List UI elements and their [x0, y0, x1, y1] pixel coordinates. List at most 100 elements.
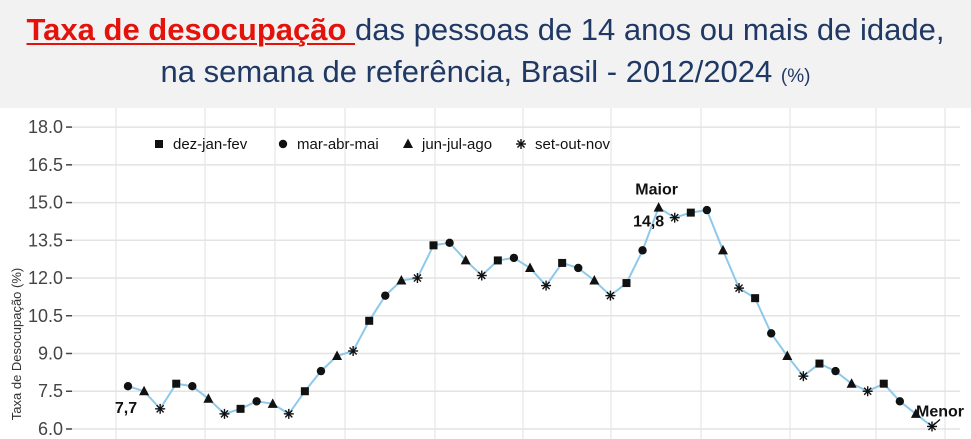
series-markers [123, 202, 937, 432]
data-point [445, 238, 454, 248]
data-point [751, 294, 760, 303]
data-point [702, 205, 712, 215]
data-point [236, 404, 245, 413]
data-point [782, 350, 793, 361]
annotation-label: 14,8 [633, 214, 664, 231]
asterisk-stroke [863, 387, 872, 396]
annotation-label: Menor [916, 403, 964, 420]
y-tick-label: 18.0 [28, 117, 63, 137]
data-point [300, 387, 309, 396]
chart-title-unit: (%) [780, 66, 811, 87]
chart-subtitle: na semana de referência, Brasil - 2012/2… [160, 54, 773, 89]
data-point [895, 397, 905, 406]
data-point [862, 386, 873, 397]
asterisk-stroke [220, 409, 229, 418]
y-axis-ticks: 6.0 7.5 9.0 10.5 12.0 13.5 15.0 16.5 18.0 [28, 117, 72, 439]
data-point [188, 382, 197, 391]
legend: dez-jan-fev mar-abr-mai jun-jul-ago set-out… [155, 136, 611, 153]
data-point [348, 345, 359, 356]
annotation-pointer [932, 418, 941, 426]
chart-title-line-2: na semana de referência, Brasil - 2012/2… [0, 54, 971, 90]
data-point [605, 290, 616, 301]
data-point [767, 329, 776, 338]
data-point [686, 208, 695, 217]
asterisk-stroke [516, 139, 526, 149]
data-point [316, 366, 326, 376]
data-point [558, 258, 567, 267]
y-tick-label: 6.0 [38, 419, 63, 439]
data-point [429, 241, 438, 250]
data-point [574, 263, 583, 273]
annotation-label: Maior [635, 182, 678, 199]
asterisk-stroke [349, 346, 358, 356]
legend-marker [278, 139, 288, 149]
data-point [653, 202, 664, 212]
legend-label: mar-abr-mai [297, 136, 379, 153]
data-point [717, 244, 728, 255]
chart-area: 6.0 7.5 9.0 10.5 12.0 13.5 15.0 16.5 18.0 Taxa d… [0, 108, 971, 439]
line-chart: 6.0 7.5 9.0 10.5 12.0 13.5 15.0 16.5 18.0 Taxa d… [9, 108, 964, 439]
y-tick-label: 16.5 [28, 155, 63, 175]
data-point [219, 408, 230, 419]
chart-title-line-1: Taxa de desocupação das pessoas de 14 an… [0, 12, 971, 48]
asterisk-stroke [735, 284, 744, 293]
legend-label: set-out-nov [535, 136, 611, 153]
annotation-label: 7,7 [115, 400, 137, 417]
data-point [734, 283, 745, 294]
y-tick-label: 13.5 [28, 230, 63, 250]
data-point [139, 385, 150, 396]
data-point [460, 254, 471, 265]
legend-label: dez-jan-fev [173, 136, 248, 153]
data-point [879, 379, 888, 388]
data-point [910, 408, 921, 418]
legend-marker [155, 140, 163, 148]
data-point [172, 379, 181, 388]
data-point [396, 275, 407, 285]
y-axis-title: Taxa de Desocupação (%) [9, 268, 24, 420]
asterisk-stroke [477, 271, 486, 280]
data-point [123, 382, 133, 391]
data-point [669, 212, 680, 223]
data-point [798, 371, 809, 382]
data-point [815, 359, 824, 368]
data-point [831, 366, 840, 376]
data-point [252, 397, 261, 406]
data-point [412, 273, 423, 284]
asterisk-stroke [284, 409, 293, 418]
plot-background [72, 108, 960, 439]
data-point [493, 256, 502, 265]
asterisk-stroke [606, 291, 615, 300]
data-point [332, 350, 343, 361]
data-point [155, 403, 166, 414]
asterisk-stroke [799, 372, 808, 381]
data-point [638, 246, 647, 255]
data-point [541, 280, 552, 291]
asterisk-stroke [542, 281, 551, 290]
data-point [365, 316, 374, 325]
y-tick-label: 9.0 [38, 344, 63, 364]
data-point [846, 378, 857, 388]
data-point [203, 393, 214, 403]
legend-marker [403, 138, 413, 148]
y-tick-label: 12.0 [28, 268, 63, 288]
y-tick-label: 10.5 [28, 306, 63, 326]
data-point [476, 270, 487, 281]
y-tick-label: 7.5 [38, 381, 63, 401]
data-point [283, 408, 294, 419]
chart-title-rest: das pessoas de 14 anos ou mais de idade, [355, 12, 945, 47]
asterisk-stroke [413, 274, 422, 283]
chart-title-highlight: Taxa de desocupação [26, 12, 356, 47]
grid [72, 108, 960, 439]
data-point [525, 262, 535, 272]
data-point [589, 275, 600, 285]
data-point [622, 279, 631, 288]
legend-marker [516, 139, 526, 149]
data-point [509, 253, 519, 263]
data-point [267, 398, 278, 408]
data-point [381, 291, 390, 300]
y-tick-label: 15.0 [28, 193, 63, 213]
legend-label: jun-jul-ago [421, 136, 492, 153]
asterisk-stroke [670, 213, 679, 222]
title-header: Taxa de desocupação das pessoas de 14 an… [0, 0, 971, 108]
